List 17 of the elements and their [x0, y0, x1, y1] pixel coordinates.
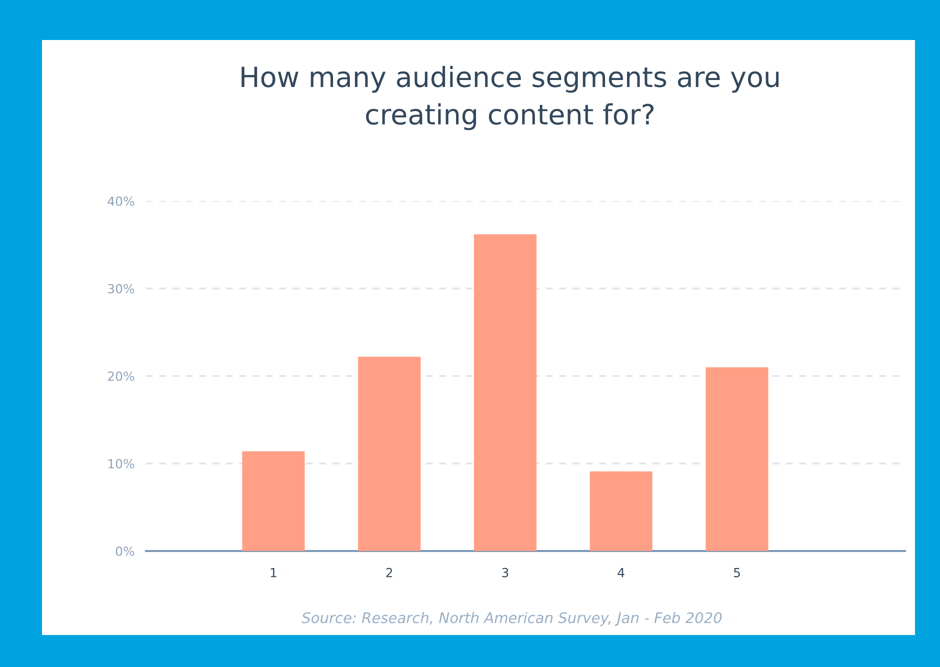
bar: [242, 451, 305, 551]
y-tick-label: 0%: [116, 546, 134, 556]
bar: [590, 471, 652, 551]
bar: [358, 356, 421, 551]
y-tick-label: 40%: [108, 196, 134, 206]
x-tick-label: 3: [502, 568, 508, 578]
y-tick-label: 20%: [108, 371, 134, 381]
source-note: Source: Research, North American Survey, Jan - Feb 2020: [302, 612, 722, 626]
x-tick-label: 2: [386, 568, 392, 578]
chart-title: How many audience segments are you creating content for?: [242, 66, 779, 130]
x-tick-label: 1: [270, 568, 276, 578]
y-tick-label: 30%: [108, 284, 134, 294]
x-tick-label: 5: [734, 568, 740, 578]
bar: [474, 234, 537, 551]
x-tick-label: 4: [618, 568, 624, 578]
y-tick-label: 10%: [108, 458, 134, 468]
bar: [706, 367, 768, 551]
